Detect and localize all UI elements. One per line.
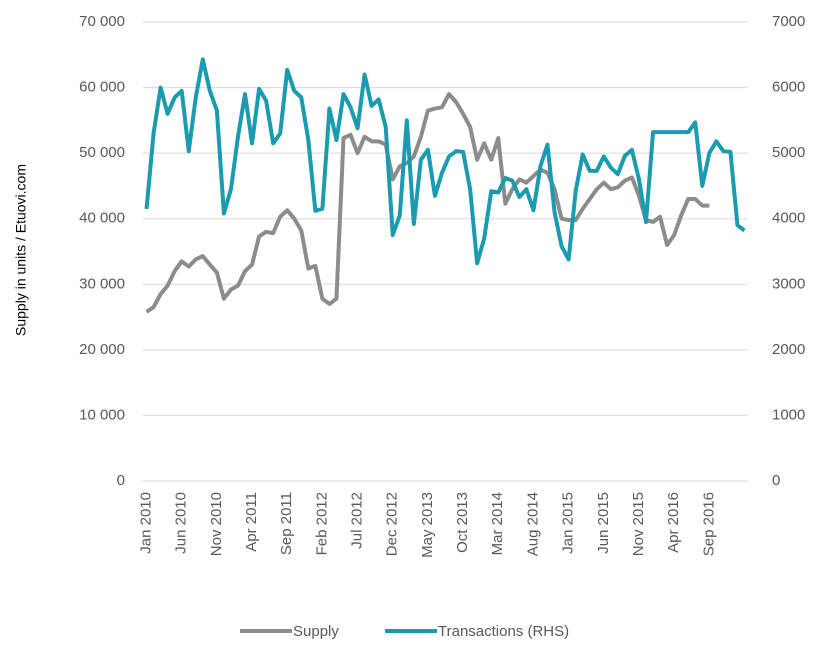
legend-label: Supply — [293, 623, 339, 640]
y2-tick-label: 2000 — [772, 341, 805, 358]
series-line — [144, 57, 746, 266]
y2-tick-label: 6000 — [772, 79, 805, 96]
x-tick-label: Feb 2012 — [313, 492, 330, 555]
y-tick-label: 60 000 — [79, 79, 125, 96]
y2-tick-label: 4000 — [772, 210, 805, 227]
y-tick-label: 0 — [117, 472, 125, 489]
x-tick-label: Jul 2012 — [349, 492, 366, 549]
x-tick-label: Jun 2010 — [173, 492, 190, 554]
y-tick-label: 20 000 — [79, 341, 125, 358]
y-tick-label: 40 000 — [79, 210, 125, 227]
x-tick-label: Sep 2011 — [278, 492, 295, 555]
x-tick-label: Jun 2015 — [595, 492, 612, 554]
x-tick-label: Jan 2015 — [560, 492, 577, 554]
y-tick-label: 50 000 — [79, 144, 125, 161]
y2-tick-label: 3000 — [772, 275, 805, 292]
x-tick-label: Oct 2013 — [454, 492, 471, 553]
x-tick-label: Aug 2014 — [524, 492, 541, 556]
series-line — [145, 92, 710, 314]
x-tick-label: Apr 2016 — [665, 492, 682, 553]
y2-tick-label: 1000 — [772, 406, 805, 423]
x-tick-label: Jan 2010 — [137, 492, 154, 554]
x-tick-label: May 2013 — [419, 492, 436, 558]
y2-tick-label: 7000 — [772, 13, 805, 30]
x-tick-label: Apr 2011 — [243, 492, 260, 552]
x-tick-label: Sep 2016 — [700, 492, 717, 556]
y-axis-title: Supply in units / Etuovi.com — [13, 164, 29, 336]
x-tick-label: Nov 2010 — [208, 492, 225, 556]
y-tick-label: 70 000 — [79, 13, 125, 30]
x-tick-label: Nov 2015 — [630, 492, 647, 556]
y-tick-label: 10 000 — [79, 406, 125, 423]
legend-label: Transactions (RHS) — [438, 623, 569, 640]
y-tick-label: 30 000 — [79, 275, 125, 292]
x-tick-label: Mar 2014 — [489, 492, 506, 555]
y2-tick-label: 0 — [772, 472, 780, 489]
x-tick-label: Dec 2012 — [384, 492, 401, 556]
y2-tick-label: 5000 — [772, 144, 805, 161]
